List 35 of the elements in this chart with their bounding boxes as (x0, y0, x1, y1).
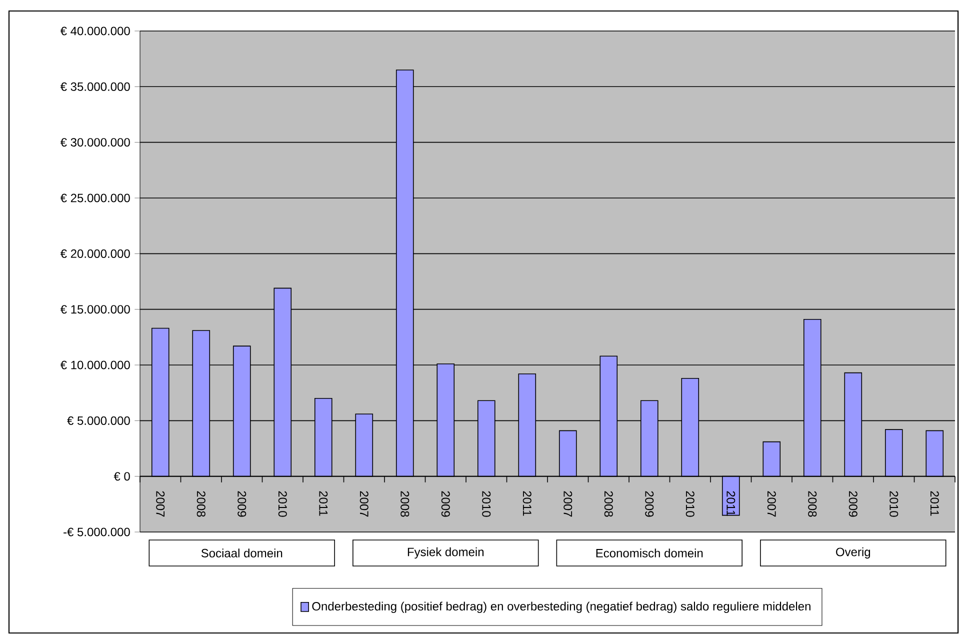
x-tick-label: 2008 (604, 491, 613, 517)
y-tick-label: -€ 5.000.000 (64, 528, 130, 536)
y-tick-label: € 30.000.000 (60, 138, 130, 147)
x-tick-label: 2010 (482, 491, 491, 517)
x-tick-label: 2011 (319, 491, 328, 516)
x-tick-label: 2010 (278, 491, 287, 517)
x-tick-label: 2011 (522, 491, 532, 516)
x-tick-label: 2007 (564, 491, 572, 517)
x-tick-label: 2008 (400, 491, 410, 517)
legend-label: Onderbesteding (positief bedrag) en overbesteding (negatief bedrag) saldo reguliere middelen (312, 602, 810, 613)
x-tick-label: 2009 (848, 491, 858, 517)
y-tick-label: € 20.000.000 (60, 249, 130, 258)
y-tick-label: € 25.000.000 (60, 194, 130, 202)
x-tick-label: 2010 (686, 491, 694, 517)
text: Overig (836, 547, 870, 559)
y-tick-label: € 0 (114, 472, 130, 481)
x-tick-label: 2008 (808, 491, 817, 517)
x-tick-label: 2011 (930, 491, 939, 516)
x-tick-label: 2007 (360, 491, 368, 517)
x-tick-label: 2009 (238, 491, 246, 517)
y-tick-label: € 15.000.000 (60, 305, 130, 314)
x-tick-label: 2009 (645, 491, 654, 517)
x-tick-label: 2011 (726, 491, 736, 516)
x-tick-label: 2008 (196, 491, 206, 517)
text: Fysiek domein (408, 547, 484, 559)
y-tick-label: € 5.000.000 (67, 416, 130, 425)
y-tick-label: € 35.000.000 (60, 82, 130, 91)
x-tick-label: 2010 (890, 491, 898, 517)
x-tick-label: 2007 (156, 491, 165, 517)
y-tick-label: € 10.000.000 (60, 360, 130, 370)
x-tick-label: 2009 (441, 491, 450, 517)
x-tick-label: 2007 (767, 491, 776, 517)
text: Sociaal domein (201, 548, 282, 558)
text: Economisch domein (596, 548, 703, 558)
y-tick-label: € 40.000.000 (60, 26, 130, 36)
